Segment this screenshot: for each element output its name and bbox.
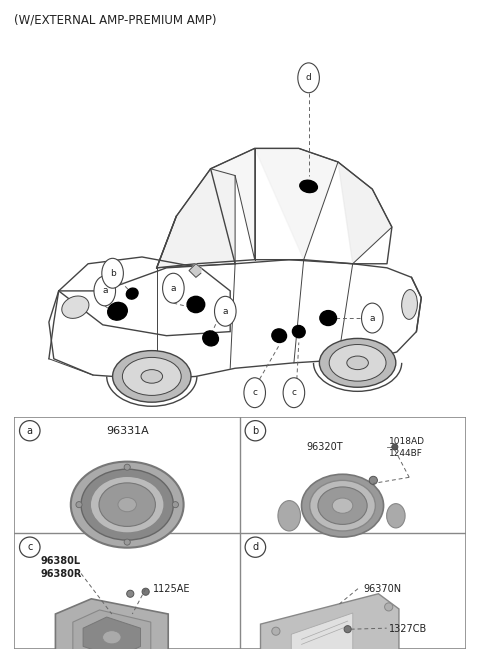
Text: d: d — [252, 542, 258, 552]
Text: (W/EXTERNAL AMP-PREMIUM AMP): (W/EXTERNAL AMP-PREMIUM AMP) — [14, 13, 217, 26]
Ellipse shape — [347, 356, 368, 369]
Circle shape — [245, 537, 265, 558]
Polygon shape — [83, 617, 141, 656]
Text: 96380R: 96380R — [40, 569, 82, 579]
Text: b: b — [110, 269, 116, 277]
Circle shape — [172, 502, 179, 508]
Circle shape — [20, 537, 40, 558]
Ellipse shape — [141, 369, 163, 383]
Ellipse shape — [310, 480, 375, 531]
Circle shape — [272, 627, 280, 635]
Circle shape — [127, 590, 134, 598]
Ellipse shape — [318, 487, 367, 524]
Circle shape — [344, 626, 351, 633]
Circle shape — [76, 502, 82, 508]
Ellipse shape — [99, 483, 156, 526]
Ellipse shape — [292, 325, 305, 338]
Ellipse shape — [81, 469, 173, 540]
Circle shape — [124, 464, 130, 470]
Ellipse shape — [122, 358, 181, 396]
Text: a: a — [370, 314, 375, 323]
Ellipse shape — [108, 302, 127, 320]
Text: c: c — [252, 388, 257, 397]
Ellipse shape — [90, 476, 164, 533]
Text: 96370N: 96370N — [363, 584, 401, 594]
Polygon shape — [156, 169, 235, 268]
Polygon shape — [189, 264, 201, 277]
Circle shape — [298, 63, 319, 92]
Polygon shape — [338, 162, 392, 264]
Polygon shape — [211, 148, 255, 260]
Ellipse shape — [62, 296, 89, 318]
Circle shape — [94, 276, 116, 306]
Text: a: a — [223, 307, 228, 316]
Circle shape — [215, 297, 236, 326]
Text: 96320T: 96320T — [307, 442, 343, 452]
Ellipse shape — [118, 497, 136, 512]
Ellipse shape — [103, 630, 121, 644]
Circle shape — [384, 603, 393, 611]
Ellipse shape — [300, 180, 317, 193]
Ellipse shape — [386, 504, 405, 528]
Circle shape — [245, 420, 265, 441]
Circle shape — [361, 303, 383, 333]
Text: 96331A: 96331A — [106, 426, 149, 436]
Ellipse shape — [301, 474, 384, 537]
Polygon shape — [73, 610, 151, 656]
Circle shape — [163, 274, 184, 303]
Ellipse shape — [319, 338, 396, 387]
Ellipse shape — [272, 329, 287, 342]
Text: a: a — [170, 283, 176, 293]
Text: c: c — [291, 388, 297, 397]
Circle shape — [124, 539, 130, 545]
Ellipse shape — [71, 462, 183, 548]
Text: 96380L: 96380L — [40, 556, 80, 566]
Ellipse shape — [187, 297, 204, 313]
Text: d: d — [306, 73, 312, 82]
Text: c: c — [27, 542, 33, 552]
Text: 1125AE: 1125AE — [153, 584, 191, 594]
Ellipse shape — [332, 498, 353, 513]
Ellipse shape — [329, 344, 386, 381]
Circle shape — [369, 476, 377, 484]
Ellipse shape — [402, 289, 418, 319]
Ellipse shape — [126, 288, 138, 299]
Circle shape — [142, 588, 149, 595]
Circle shape — [283, 378, 305, 407]
Text: a: a — [102, 287, 108, 295]
Text: 1327CB: 1327CB — [389, 625, 427, 634]
Text: 1244BF: 1244BF — [389, 449, 422, 457]
Ellipse shape — [203, 331, 218, 346]
Polygon shape — [261, 594, 399, 656]
Ellipse shape — [113, 350, 191, 402]
Polygon shape — [55, 599, 168, 656]
Text: a: a — [27, 426, 33, 436]
Text: b: b — [252, 426, 259, 436]
Polygon shape — [291, 613, 353, 655]
Circle shape — [102, 258, 123, 288]
Text: 1018AD: 1018AD — [389, 438, 425, 446]
Ellipse shape — [278, 501, 300, 531]
Circle shape — [392, 444, 398, 450]
Circle shape — [20, 420, 40, 441]
Ellipse shape — [320, 310, 336, 325]
Polygon shape — [255, 148, 338, 260]
Circle shape — [244, 378, 265, 407]
